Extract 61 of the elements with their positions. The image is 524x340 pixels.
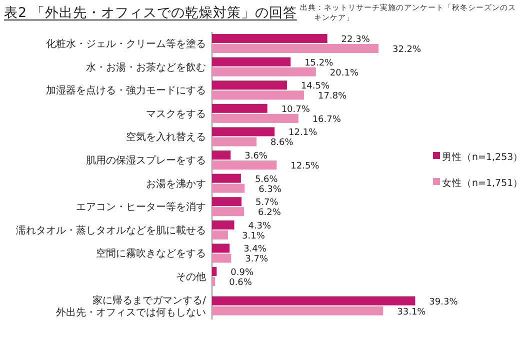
y-tick-label: その他: [176, 271, 206, 283]
bar: [212, 104, 268, 113]
y-tick-label: 化粧水・ジェル・クリーム等を塗る: [46, 38, 206, 50]
legend-label: 女性（n=1,751）: [442, 177, 524, 189]
bar: [212, 150, 231, 160]
bar: [212, 174, 241, 183]
data-label: 3.7%: [245, 254, 268, 265]
data-label: 12.1%: [288, 128, 318, 138]
y-tick-label: 空間に霧吹きなどをする: [96, 248, 206, 260]
y-tick-label: 家に帰るまでガマンする/ 外出先・オフィスでは何もしない: [56, 294, 207, 318]
y-tick-label: お湯を沸かす: [146, 178, 206, 190]
bar: [212, 184, 245, 193]
y-tick-label: 水・お湯・お茶などを飲む: [86, 61, 206, 74]
bar: [212, 127, 275, 136]
bar: [212, 207, 244, 216]
bar: [212, 34, 328, 43]
bar: [212, 267, 217, 276]
y-tick-label: マスクをする: [146, 108, 206, 120]
data-label: 10.7%: [281, 104, 310, 115]
data-label: 22.3%: [341, 35, 370, 45]
data-label: 12.5%: [290, 162, 320, 172]
bar: [212, 254, 232, 263]
bar: [212, 114, 298, 123]
bar: [212, 277, 216, 286]
bar: [212, 197, 242, 206]
bar: [212, 57, 291, 66]
data-label: 0.6%: [229, 278, 252, 288]
data-label: 8.6%: [270, 138, 294, 148]
bar: [212, 160, 277, 170]
bar: [212, 220, 234, 230]
y-tick-label: 加湿器を点ける・強力モードにする: [46, 84, 206, 97]
data-label: 16.7%: [312, 114, 342, 125]
data-label: 15.2%: [304, 58, 334, 68]
data-label: 3.4%: [244, 244, 267, 255]
data-label: 17.8%: [318, 92, 348, 102]
y-tick-label: 空気を入れ替える: [126, 131, 206, 144]
bar: [212, 67, 316, 76]
bar: [212, 230, 228, 240]
data-label: 3.6%: [244, 152, 268, 162]
data-label: 39.3%: [429, 297, 458, 308]
data-label: 14.5%: [300, 82, 330, 92]
bar: [212, 244, 230, 253]
bar: [212, 44, 378, 53]
data-label: 6.3%: [258, 184, 282, 195]
chart-title: 表2 「外出先・オフィスでの乾燥対策」の回答: [4, 5, 297, 21]
data-label: 5.7%: [255, 198, 279, 208]
data-label: 5.6%: [254, 174, 278, 185]
data-label: 33.1%: [397, 307, 426, 318]
data-label: 6.2%: [258, 208, 282, 218]
y-tick-label: 肌用の保湿スプレーをする: [86, 154, 206, 166]
data-label: 32.2%: [392, 45, 422, 55]
bar: [212, 80, 287, 90]
legend-label: 男性（n=1,253）: [442, 151, 524, 163]
data-label: 20.1%: [330, 68, 359, 78]
data-label: 4.3%: [248, 221, 272, 232]
data-label: 0.9%: [230, 268, 254, 278]
y-tick-label: 濡れタオル・蒸しタオルなどを肌に載せる: [16, 224, 206, 236]
bar: [212, 137, 256, 146]
y-tick-label: エアコン・ヒーター等を消す: [76, 201, 206, 214]
data-label: 3.1%: [242, 231, 266, 242]
bar: [212, 90, 304, 100]
